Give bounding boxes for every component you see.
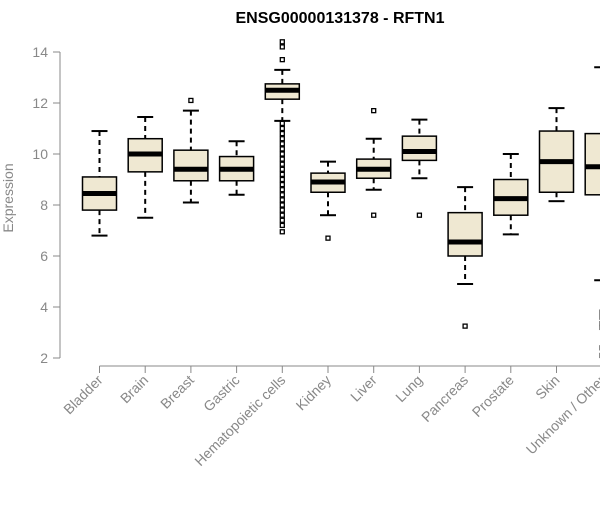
outlier-point: [463, 324, 467, 328]
y-tick-label: 12: [32, 95, 48, 111]
y-axis-label: Expression: [0, 163, 16, 232]
x-tick-label: Skin: [532, 372, 563, 403]
box-iqr: [585, 134, 600, 195]
outlier-point: [280, 137, 284, 141]
x-tick-label: Liver: [347, 372, 380, 405]
outlier-point: [417, 213, 421, 217]
x-tick-label: Bladder: [60, 372, 106, 418]
box-group: [585, 67, 600, 357]
outlier-point: [280, 142, 284, 146]
x-tick-label: Gastric: [200, 372, 243, 415]
box-group: [220, 141, 254, 195]
box-group: [311, 162, 345, 241]
x-tick-label: Unknown / Other: [523, 372, 600, 458]
outlier-point: [280, 183, 284, 187]
outlier-point: [280, 147, 284, 151]
box-iqr: [402, 136, 436, 160]
outlier-point: [280, 127, 284, 131]
box-iqr: [448, 213, 482, 256]
outlier-point: [280, 58, 284, 62]
box-group: [265, 40, 299, 234]
x-tick-label: Hematopoietic cells: [191, 372, 288, 469]
box-group: [83, 131, 117, 236]
x-tick-label: Breast: [157, 372, 197, 412]
outlier-point: [372, 109, 376, 113]
outlier-point: [280, 223, 284, 227]
outlier-point: [280, 162, 284, 166]
outlier-point: [280, 230, 284, 234]
outlier-point: [280, 218, 284, 222]
y-tick-label: 8: [40, 197, 48, 213]
chart-title: ENSG00000131378 - RFTN1: [236, 10, 445, 27]
box-iqr: [174, 150, 208, 181]
box-group: [540, 108, 574, 201]
y-tick-label: 6: [40, 248, 48, 264]
outlier-point: [280, 208, 284, 212]
x-tick-label: Pancreas: [418, 372, 471, 425]
box-group: [494, 154, 528, 234]
outlier-point: [280, 157, 284, 161]
box-group: [402, 120, 436, 218]
box-group: [128, 117, 162, 218]
box-group: [357, 109, 391, 218]
outlier-point: [280, 45, 284, 49]
outlier-point: [280, 193, 284, 197]
outlier-point: [280, 203, 284, 207]
outlier-point: [280, 198, 284, 202]
y-tick-label: 4: [40, 299, 48, 315]
outlier-point: [280, 152, 284, 156]
box-group: [174, 98, 208, 202]
outlier-point: [326, 236, 330, 240]
outlier-point: [189, 98, 193, 102]
outlier-point: [280, 121, 284, 125]
x-tick-label: Lung: [392, 372, 425, 405]
outlier-point: [280, 172, 284, 176]
x-tick-label: Brain: [117, 372, 151, 406]
x-tick-label: Prostate: [469, 372, 517, 420]
outlier-point: [280, 213, 284, 217]
x-tick-label: Kidney: [293, 372, 335, 414]
y-tick-label: 10: [32, 146, 48, 162]
outlier-point: [280, 188, 284, 192]
boxes: [83, 40, 600, 358]
outlier-point: [280, 178, 284, 182]
outlier-point: [280, 167, 284, 171]
y-tick-label: 2: [40, 350, 48, 366]
outlier-point: [280, 132, 284, 136]
box-group: [448, 187, 482, 328]
y-tick-label: 14: [32, 44, 48, 60]
outlier-point: [372, 213, 376, 217]
outlier-point: [280, 40, 284, 44]
